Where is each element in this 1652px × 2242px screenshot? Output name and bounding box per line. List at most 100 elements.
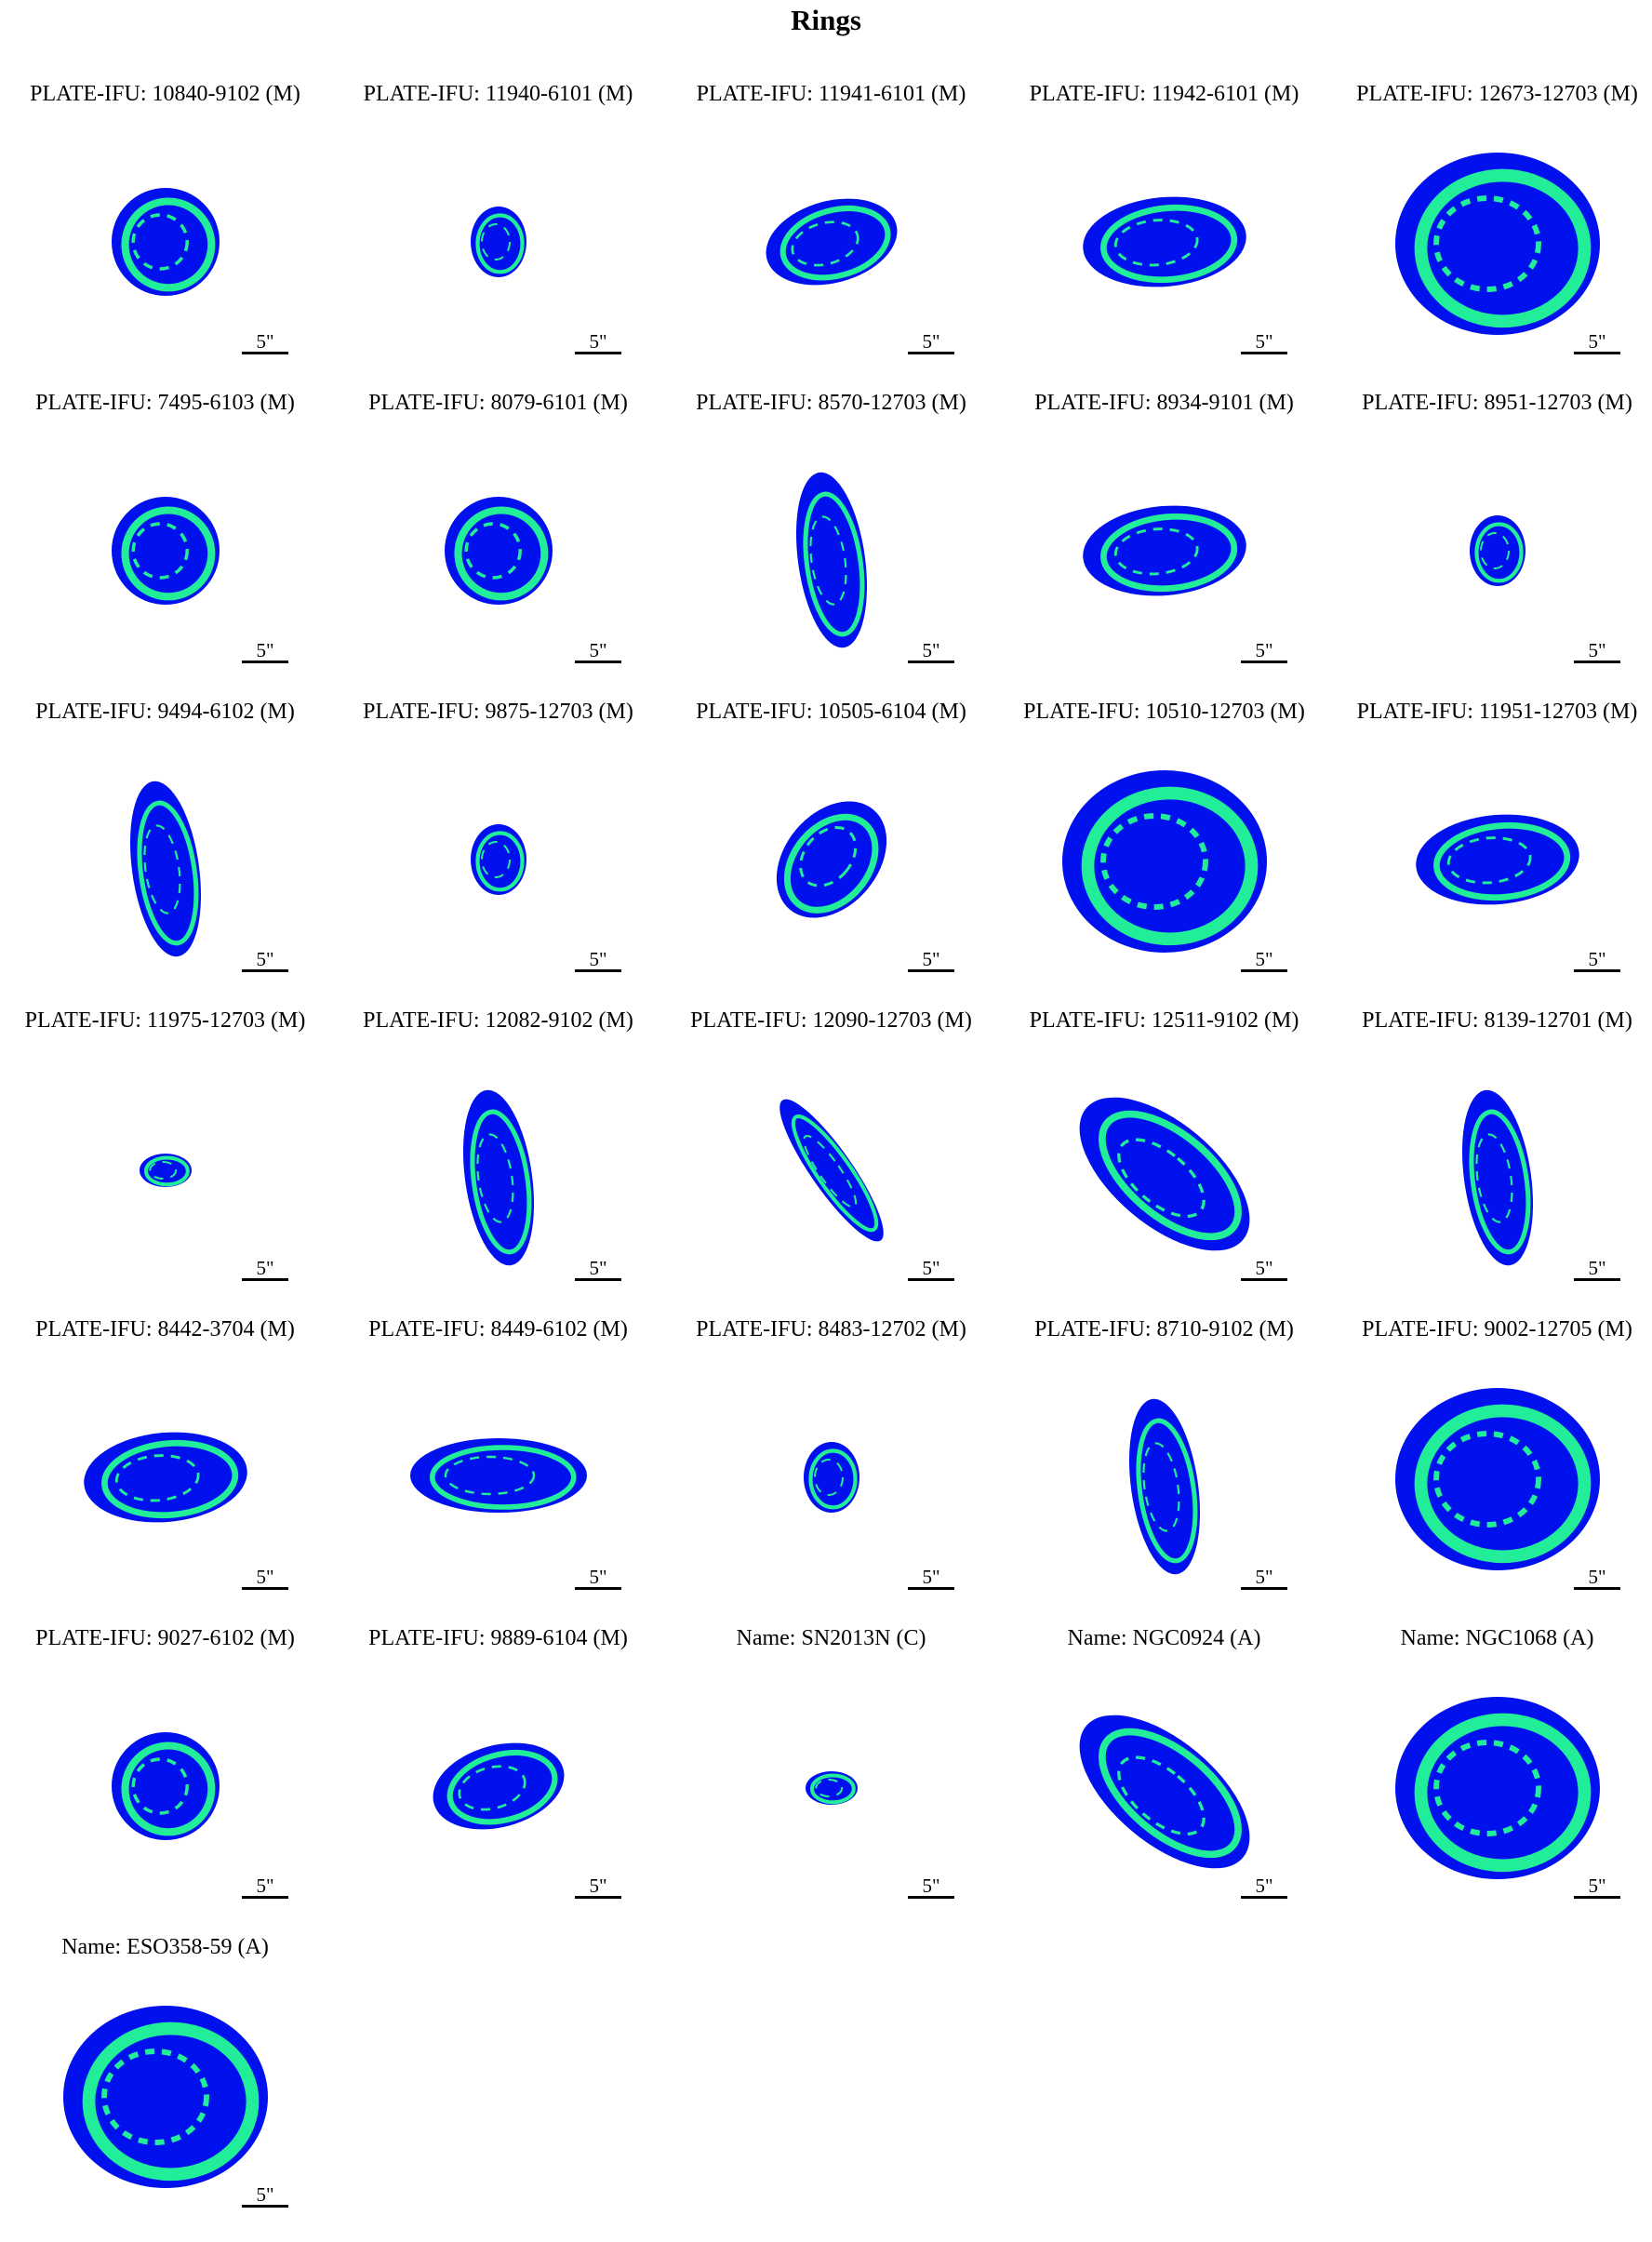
scale-bar-label: 5" (1588, 1875, 1606, 1897)
ring-region (803, 491, 865, 637)
ring-region (446, 1749, 558, 1825)
scale-bar-label: 5" (589, 639, 607, 661)
panel-label: Name: NGC1068 (A) (1400, 1626, 1594, 1650)
scale-bar-line (242, 2205, 288, 2208)
galaxy-map (804, 1442, 859, 1513)
galaxy-map (795, 472, 868, 648)
scale-bar-line (242, 1278, 288, 1281)
galaxy-body (1079, 1715, 1250, 1869)
galaxy-panel: PLATE-IFU: 12082-9102 (M) 5" (333, 1008, 663, 1315)
galaxy-panel: PLATE-IFU: 9875-12703 (M) 5" (333, 700, 663, 1007)
ring-region (1100, 513, 1238, 593)
inner-ring-region (464, 522, 522, 580)
scale-bar-label: 5" (1255, 1566, 1273, 1588)
galaxy-map (112, 497, 220, 605)
panel-label: PLATE-IFU: 8442-3704 (M) (35, 1317, 295, 1341)
scale-bar-label: 5" (922, 1566, 940, 1588)
panel-label: PLATE-IFU: 12090-12703 (M) (690, 1008, 972, 1033)
galaxy-map (84, 1432, 247, 1523)
panel-label: PLATE-IFU: 12082-9102 (M) (363, 1008, 633, 1033)
panel-label: PLATE-IFU: 8710-9102 (M) (1034, 1317, 1294, 1341)
ring-region (121, 1742, 216, 1836)
galaxy-panel: PLATE-IFU: 8442-3704 (M) 5" (0, 1317, 330, 1624)
scale-bar-label: 5" (256, 948, 274, 970)
galaxy-panel: Name: NGC0924 (A) 5" (999, 1626, 1329, 1933)
ring-region (1414, 1713, 1592, 1873)
galaxy-map (1062, 770, 1267, 953)
scale-bar-label: 5" (256, 2183, 274, 2206)
ring-region (82, 2022, 260, 2182)
galaxy-panel: PLATE-IFU: 7495-6103 (M) 5" (0, 391, 330, 698)
scale-bar-line (1574, 1587, 1620, 1590)
inner-ring-region (149, 1161, 178, 1180)
scale-bar-line (1241, 1278, 1287, 1281)
galaxy-body (779, 1099, 884, 1242)
scale-bar-line (908, 1587, 954, 1590)
scale-bar-label: 5" (589, 1566, 607, 1588)
inner-ring-region (803, 1135, 858, 1208)
galaxy-map (1416, 814, 1579, 905)
galaxy-panel: PLATE-IFU: 9002-12705 (M) 5" (1332, 1317, 1652, 1624)
scale-bar-line (1241, 1587, 1287, 1590)
scale-bar: 5" (1574, 1875, 1620, 1899)
inner-ring-region (1446, 836, 1532, 885)
ring-region (791, 1114, 879, 1233)
scale-bar: 5" (575, 1567, 621, 1590)
scale-bar-line (1241, 969, 1287, 972)
inner-ring-region (444, 1455, 536, 1496)
scale-bar-line (575, 969, 621, 972)
ring-region (1414, 168, 1592, 328)
galaxy-panel: PLATE-IFU: 8079-6101 (M) 5" (333, 391, 663, 698)
galaxy-panel: PLATE-IFU: 12090-12703 (M) 5" (666, 1008, 996, 1315)
inner-ring-region (809, 515, 847, 606)
scale-bar-label: 5" (1588, 1257, 1606, 1279)
ring-region (1099, 1110, 1242, 1241)
scale-bar-line (1574, 661, 1620, 663)
scale-bar-line (575, 1278, 621, 1281)
scale-bar-line (242, 969, 288, 972)
galaxy-map (129, 781, 202, 957)
panel-label: PLATE-IFU: 11941-6101 (M) (696, 82, 966, 106)
galaxy-panel: PLATE-IFU: 12511-9102 (M) 5" (999, 1008, 1329, 1315)
panel-label: Name: ESO358-59 (A) (61, 1935, 269, 1959)
scale-bar-label: 5" (589, 1875, 607, 1897)
ring-region (1469, 1109, 1531, 1255)
scale-bar-label: 5" (922, 1875, 940, 1897)
scale-bar: 5" (908, 640, 954, 663)
panel-label: PLATE-IFU: 10505-6104 (M) (696, 700, 966, 724)
scale-bar: 5" (1574, 331, 1620, 354)
scale-bar-line (1241, 1896, 1287, 1899)
scale-bar-line (908, 661, 954, 663)
galaxy-map (1395, 1697, 1600, 1879)
galaxy-panel: PLATE-IFU: 8951-12703 (M) 5" (1332, 391, 1652, 698)
ring-region (1136, 1418, 1198, 1564)
inner-ring-region (114, 1454, 200, 1502)
panel-label: PLATE-IFU: 8934-9101 (M) (1034, 391, 1294, 415)
scale-bar: 5" (575, 1258, 621, 1281)
panel-label: PLATE-IFU: 9027-6102 (M) (35, 1626, 295, 1650)
galaxy-panel: PLATE-IFU: 8570-12703 (M) 5" (666, 391, 996, 698)
galaxy-panel: Name: ESO358-59 (A) 5" (0, 1935, 330, 2242)
panel-label: PLATE-IFU: 8570-12703 (M) (696, 391, 966, 415)
panel-label: Name: NGC0924 (A) (1067, 1626, 1261, 1650)
scale-bar: 5" (1241, 1875, 1287, 1899)
galaxy-map (1079, 1097, 1250, 1251)
galaxy-panel: PLATE-IFU: 8483-12702 (M) 5" (666, 1317, 996, 1624)
scale-bar-label: 5" (589, 1257, 607, 1279)
galaxy-panel: PLATE-IFU: 12673-12703 (M) 5" (1332, 82, 1652, 389)
galaxy-panel: PLATE-IFU: 10505-6104 (M) 5" (666, 700, 996, 1007)
scale-bar-label: 5" (1588, 639, 1606, 661)
galaxy-panel: Name: SN2013N (C) 5" (666, 1626, 996, 1933)
inner-ring-region (481, 841, 511, 878)
ring-region (779, 205, 891, 281)
scale-bar: 5" (242, 640, 288, 663)
scale-bar-label: 5" (256, 1257, 274, 1279)
scale-bar-line (242, 352, 288, 354)
panel-label: PLATE-IFU: 8483-12702 (M) (696, 1317, 966, 1341)
inner-ring-region (1433, 1431, 1541, 1528)
scale-bar: 5" (1574, 1258, 1620, 1281)
scale-bar: 5" (242, 1567, 288, 1590)
inner-ring-region (143, 824, 181, 914)
panel-label: PLATE-IFU: 9002-12705 (M) (1362, 1317, 1632, 1341)
galaxy-map (112, 188, 220, 296)
